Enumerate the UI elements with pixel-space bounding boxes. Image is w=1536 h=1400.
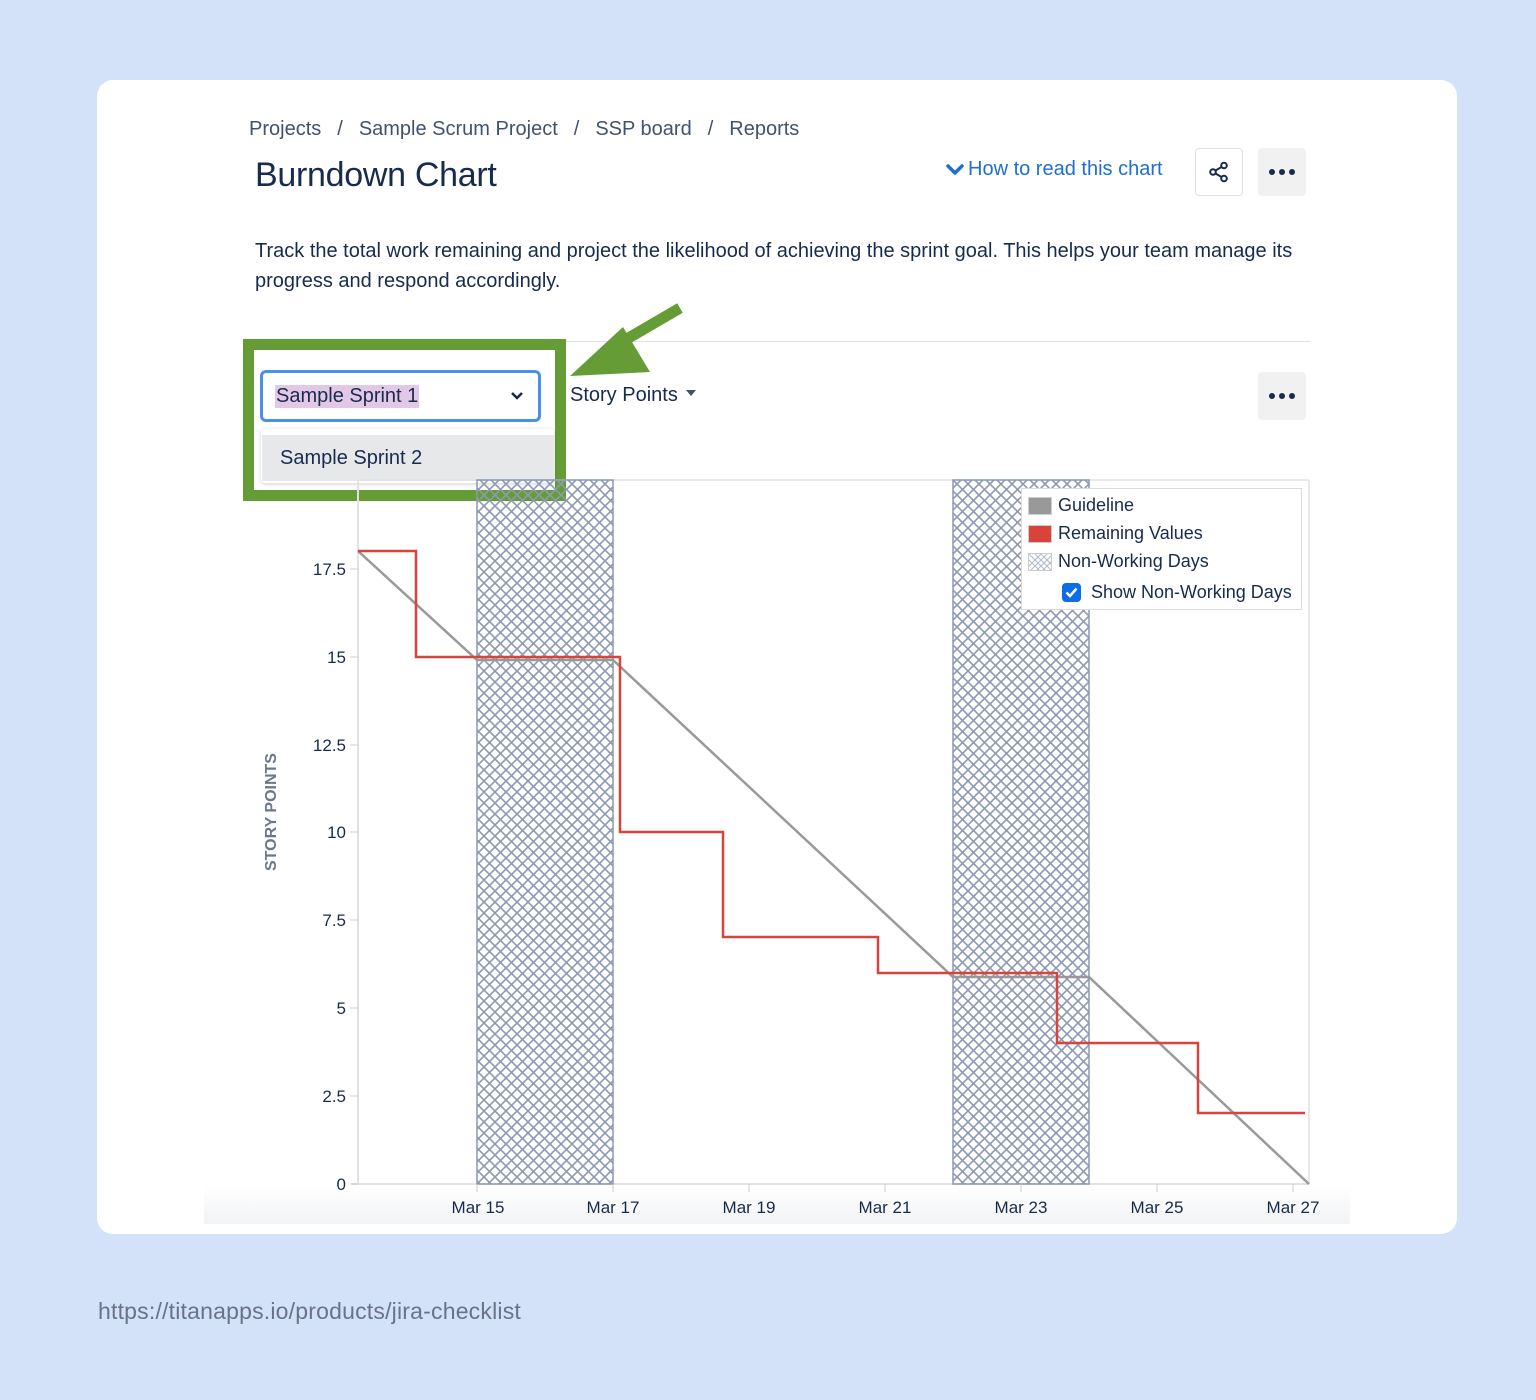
breadcrumb-board[interactable]: SSP board — [595, 118, 692, 140]
svg-text:Mar 21: Mar 21 — [859, 1198, 912, 1217]
legend-item-non-working: Non-Working Days — [1028, 551, 1209, 572]
share-icon — [1209, 161, 1228, 183]
checkmark-icon[interactable] — [1062, 583, 1081, 602]
breadcrumb-separator: / — [573, 118, 580, 140]
breadcrumb-separator: / — [707, 118, 714, 140]
breadcrumb-projects[interactable]: Projects — [249, 118, 322, 140]
svg-text:15: 15 — [327, 648, 346, 667]
annotation-highlight-box — [243, 339, 566, 501]
how-to-read-link[interactable]: How to read this chart — [946, 158, 1163, 181]
chevron-down-icon — [511, 392, 523, 400]
sprint-option[interactable]: Sample Sprint 2 — [262, 435, 554, 481]
legend-item-remaining: Remaining Values — [1028, 523, 1203, 544]
chart-more-actions-button[interactable] — [1258, 372, 1306, 420]
legend-item-guideline: Guideline — [1028, 495, 1134, 516]
breadcrumb-reports[interactable]: Reports — [729, 118, 800, 140]
breadcrumb-separator: / — [337, 118, 343, 140]
non-working-days-band — [476, 479, 1090, 1185]
remaining-values-series — [358, 549, 1305, 1115]
svg-text:Mar 23: Mar 23 — [995, 1198, 1048, 1217]
guideline-swatch — [1028, 496, 1052, 515]
estimation-dropdown[interactable]: Story Points — [570, 384, 696, 407]
divider — [255, 341, 1310, 342]
chevron-down-icon — [946, 163, 964, 175]
guideline-series — [357, 550, 1310, 1185]
remaining-swatch — [1028, 524, 1052, 543]
svg-text:0: 0 — [337, 1175, 346, 1194]
sprint-select[interactable]: Sample Sprint 1 — [260, 370, 541, 422]
svg-text:5: 5 — [337, 999, 346, 1018]
legend-label: Non-Working Days — [1058, 551, 1209, 571]
svg-text:Mar 19: Mar 19 — [723, 1198, 776, 1217]
more-horizontal-icon — [1269, 169, 1295, 175]
svg-text:Mar 17: Mar 17 — [587, 1198, 640, 1217]
svg-text:Mar 25: Mar 25 — [1131, 1198, 1184, 1217]
svg-text:Mar 27: Mar 27 — [1267, 1198, 1320, 1217]
legend-label: Guideline — [1058, 495, 1135, 515]
annotation-arrow-icon — [570, 303, 683, 376]
sprint-select-value: Sample Sprint 1 — [275, 384, 420, 408]
crosshatch-swatch-icon — [1028, 552, 1052, 571]
breadcrumb: Projects / Sample Scrum Project / SSP bo… — [249, 118, 799, 141]
page-title: Burndown Chart — [255, 156, 497, 194]
svg-text:7.5: 7.5 — [322, 911, 346, 930]
burndown-chart: 0 2.5 5 7.5 10 12.5 15 17.5 STORY POINTS… — [204, 479, 1350, 1224]
legend-label: Remaining Values — [1058, 523, 1203, 543]
sprint-dropdown-menu: Sample Sprint 2 — [261, 429, 554, 483]
svg-text:2.5: 2.5 — [322, 1087, 346, 1106]
source-url: https://titanapps.io/products/jira-check… — [98, 1298, 521, 1324]
more-actions-button[interactable] — [1258, 148, 1306, 196]
svg-text:10: 10 — [327, 823, 346, 842]
estimation-label: Story Points — [570, 384, 678, 406]
breadcrumb-project[interactable]: Sample Scrum Project — [358, 118, 558, 140]
page-description: Track the total work remaining and proje… — [255, 240, 1293, 292]
share-button[interactable] — [1195, 148, 1243, 196]
more-horizontal-icon — [1269, 393, 1295, 399]
show-non-working-days-checkbox[interactable]: Show Non-Working Days — [1062, 582, 1292, 603]
checkbox-label: Show Non-Working Days — [1091, 582, 1292, 602]
chart-legend: Guideline Remaining Values Non-Working D… — [1021, 488, 1302, 610]
how-to-read-label: How to read this chart — [968, 158, 1163, 180]
svg-text:17.5: 17.5 — [313, 560, 346, 579]
svg-text:12.5: 12.5 — [313, 736, 346, 755]
svg-text:Mar 15: Mar 15 — [452, 1198, 505, 1217]
y-axis-label: STORY POINTS — [263, 753, 280, 871]
caret-down-icon — [685, 389, 696, 396]
report-card — [97, 80, 1457, 1234]
